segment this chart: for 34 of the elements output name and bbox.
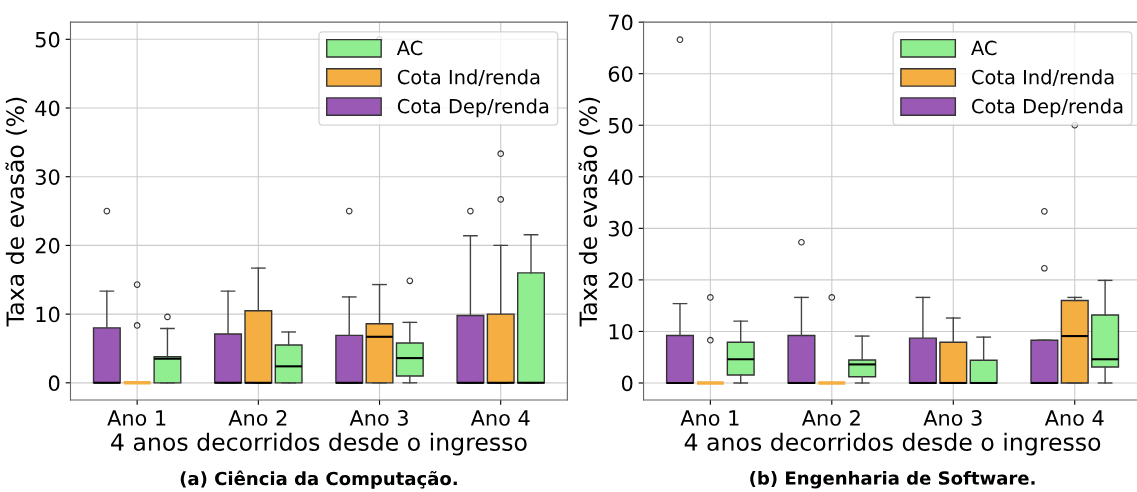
x-tick-label: Ano 4 — [470, 410, 530, 426]
y-tick-label: 50 — [35, 31, 60, 48]
x-tick-label: Ano 4 — [1044, 410, 1104, 426]
x-tick-label: Ano 2 — [801, 410, 860, 426]
y-axis-title: Taxa de evasão (%) — [578, 97, 600, 327]
y-tick-label: 30 — [608, 220, 633, 237]
legend-label: Cota Ind/renda — [972, 69, 1114, 86]
legend-label: AC — [971, 40, 997, 56]
x-tick-label: Ano 1 — [107, 410, 166, 426]
y-tick-label: 30 — [35, 169, 60, 185]
legend-label: Cota Dep/renda — [972, 98, 1123, 118]
legend-label: Cota Dep/renda — [397, 98, 549, 118]
x-tick-label: Ano 3 — [349, 410, 408, 426]
x-axis-title: 4 anos decorridos desde o ingresso — [684, 432, 1101, 456]
y-tick-label: 0 — [48, 375, 60, 392]
x-tick-label: Ano 1 — [680, 410, 739, 426]
y-tick-label: 40 — [35, 100, 60, 117]
y-tick-label: 70 — [609, 14, 633, 31]
y-tick-label: 40 — [608, 169, 633, 185]
text: (b) Engenharia de Software. — [750, 470, 1035, 489]
x-tick-label: Ano 3 — [923, 410, 982, 426]
text: (a) Ciência da Computação. — [180, 470, 457, 489]
y-tick-label: 20 — [35, 237, 60, 254]
y-tick-label: 10 — [609, 323, 633, 340]
y-axis-title: Taxa de evasão (%) — [5, 97, 27, 327]
y-tick-label: 20 — [608, 272, 633, 289]
legend-label: Cota Ind/renda — [397, 69, 540, 86]
x-tick-label: Ano 2 — [228, 410, 287, 426]
y-tick-label: 10 — [36, 306, 60, 323]
y-tick-label: 60 — [608, 66, 633, 82]
y-tick-label: 50 — [608, 117, 633, 134]
legend-label: AC — [396, 40, 423, 56]
x-axis-title: 4 anos decorridos desde o ingresso — [111, 432, 527, 456]
y-tick-label: 0 — [621, 375, 633, 392]
